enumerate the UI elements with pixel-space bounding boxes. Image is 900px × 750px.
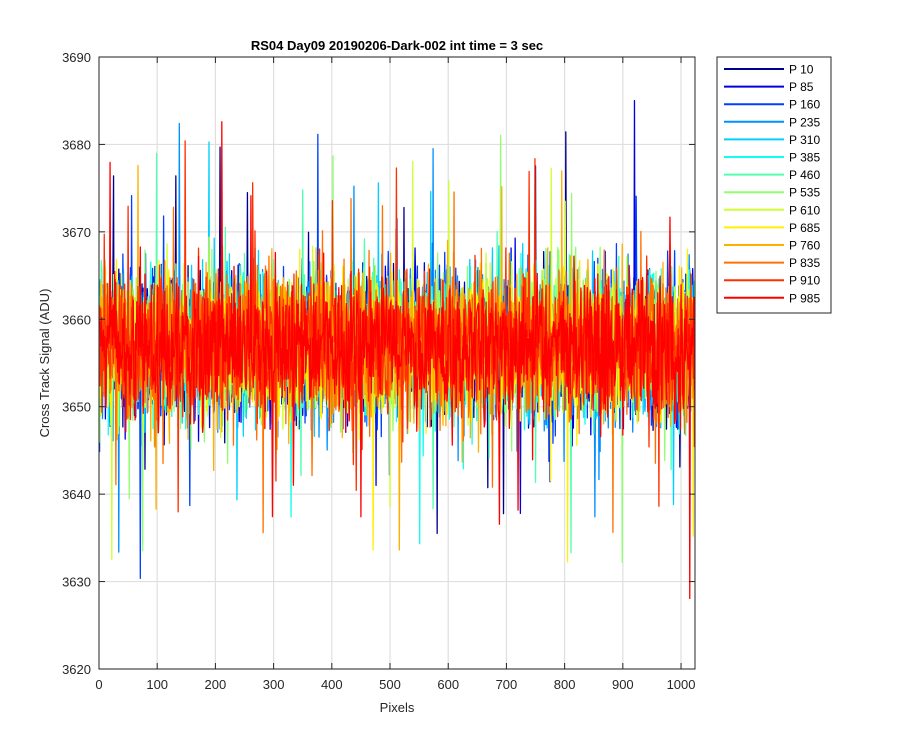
legend-label: P 610 [789, 203, 820, 217]
legend-entry: P 310 [724, 133, 820, 147]
legend-entry: P 85 [724, 80, 814, 94]
legend-entry: P 760 [724, 239, 820, 253]
plot-area: 0 100 200 300 400 500 600 700 800 900 1000 3620 363… [62, 50, 696, 692]
legend-entry: P 385 [724, 151, 820, 165]
legend-label: P 685 [789, 221, 820, 235]
legend-entry: P 460 [724, 168, 820, 182]
legend-label: P 85 [789, 80, 814, 94]
y-tick-label: 3620 [62, 662, 91, 677]
legend: P 10 P 85 P 160 P 235 P 310 P 385 P 460 P 535 P … [716, 56, 832, 314]
y-axis-ticks [99, 56, 695, 670]
x-tick-label: 700 [496, 677, 518, 692]
legend-label: P 385 [789, 151, 820, 165]
x-tick-label: 500 [379, 677, 401, 692]
x-tick-label: 600 [437, 677, 459, 692]
legend-label: P 985 [789, 291, 820, 305]
y-tick-label: 3670 [62, 225, 91, 240]
legend-label: P 235 [789, 115, 820, 129]
axes-box [98, 56, 696, 670]
legend-label: P 910 [789, 274, 820, 288]
x-tick-label: 900 [612, 677, 634, 692]
x-tick-label: 800 [554, 677, 576, 692]
legend-box [716, 56, 832, 314]
legend-entries: P 10 P 85 P 160 P 235 P 310 P 385 P 460 P 535 P … [724, 63, 820, 305]
x-tick-label: 0 [95, 677, 102, 692]
legend-label: P 160 [789, 98, 820, 112]
y-tick-label: 3680 [62, 137, 91, 152]
y-tick-label: 3640 [62, 487, 91, 502]
x-axis-tick-labels: 0 100 200 300 400 500 600 700 800 900 1000 [95, 677, 695, 692]
x-axis-label: Pixels [380, 700, 415, 715]
legend-label: P 460 [789, 168, 820, 182]
x-tick-label: 400 [321, 677, 343, 692]
legend-label: P 835 [789, 256, 820, 270]
legend-entry: P 160 [724, 98, 820, 112]
series-layer [99, 99, 695, 600]
legend-label: P 310 [789, 133, 820, 147]
y-tick-label: 3630 [62, 575, 91, 590]
y-tick-label: 3660 [62, 312, 91, 327]
legend-entry: P 535 [724, 186, 820, 200]
series-line-p985 [99, 121, 695, 600]
legend-entry: P 910 [724, 274, 820, 288]
x-tick-label: 100 [146, 677, 168, 692]
legend-entry: P 985 [724, 291, 820, 305]
legend-entry: P 235 [724, 115, 820, 129]
legend-entry: P 610 [724, 203, 820, 217]
legend-entry: P 10 [724, 63, 814, 77]
chart-title: RS04 Day09 20190206-Dark-002 int time = … [251, 38, 543, 53]
x-tick-label: 300 [263, 677, 285, 692]
x-axis-ticks [98, 57, 682, 669]
y-axis-tick-labels: 3620 3630 3640 3650 3660 3670 3680 3690 [62, 50, 91, 677]
x-tick-label: 200 [205, 677, 227, 692]
y-tick-label: 3690 [62, 50, 91, 65]
legend-label: P 535 [789, 186, 820, 200]
legend-entry: P 685 [724, 221, 820, 235]
legend-label: P 10 [789, 63, 814, 77]
x-tick-label: 1000 [667, 677, 696, 692]
legend-entry: P 835 [724, 256, 820, 270]
y-axis-label: Cross Track Signal (ADU) [37, 289, 52, 438]
legend-label: P 760 [789, 239, 820, 253]
y-tick-label: 3650 [62, 400, 91, 415]
